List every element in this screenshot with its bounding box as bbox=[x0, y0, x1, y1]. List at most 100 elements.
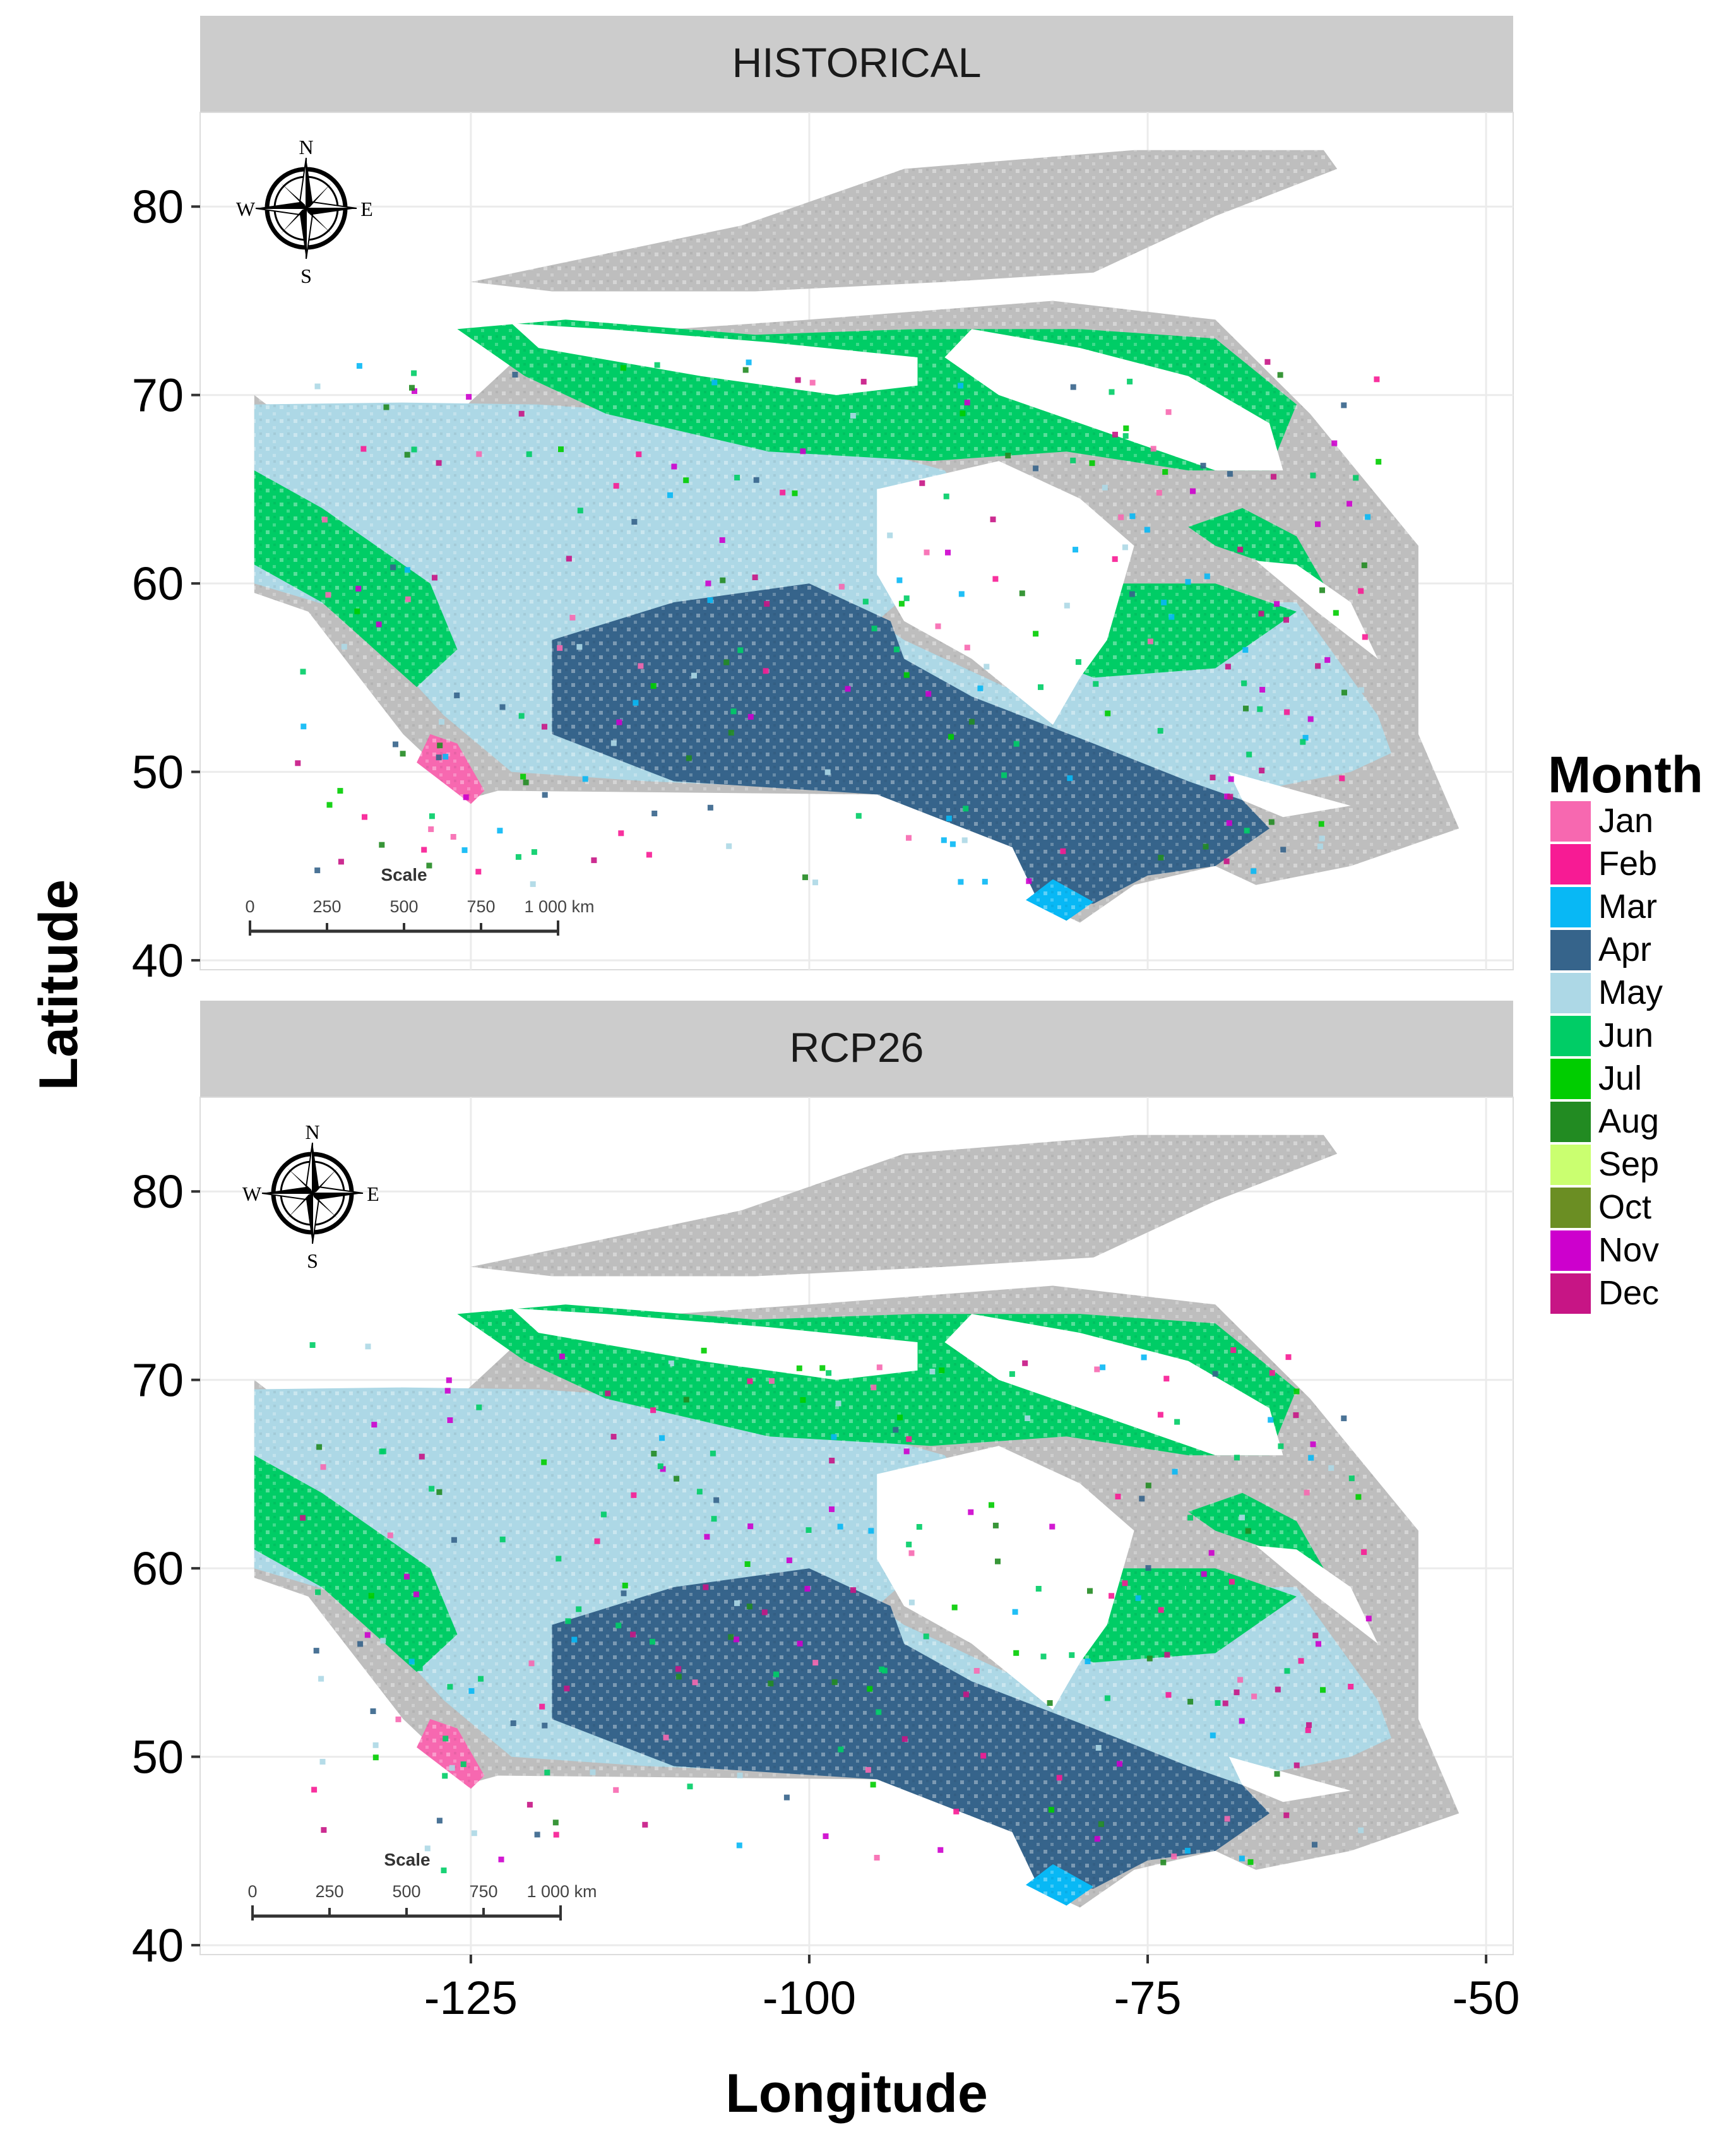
map-cell bbox=[544, 1770, 550, 1776]
map-cell bbox=[953, 1808, 960, 1814]
map-cell bbox=[1049, 1523, 1055, 1530]
map-cell bbox=[1280, 847, 1287, 853]
map-cell bbox=[597, 605, 603, 612]
map-region-texture bbox=[552, 583, 1269, 904]
map-cell bbox=[860, 379, 867, 385]
map-cell bbox=[819, 1365, 826, 1371]
scale-bar-title: Scale bbox=[381, 865, 427, 884]
map-cell bbox=[990, 516, 996, 523]
map-cell bbox=[444, 1388, 451, 1394]
map-cell bbox=[311, 1787, 318, 1793]
map-cell bbox=[906, 835, 912, 841]
map-cell bbox=[1306, 1722, 1312, 1728]
compass-rose-needles-icon bbox=[261, 1142, 364, 1244]
map-cell bbox=[1239, 1718, 1245, 1724]
map-cell bbox=[964, 645, 970, 651]
map-cell bbox=[1174, 1419, 1180, 1425]
map-cell bbox=[1105, 710, 1111, 717]
map-cell bbox=[769, 1378, 775, 1384]
map-cell bbox=[320, 1464, 326, 1470]
map-cell bbox=[1315, 663, 1321, 669]
map-region-texture bbox=[1026, 879, 1094, 921]
map-cell bbox=[295, 760, 301, 766]
map-cell bbox=[958, 591, 965, 597]
map-cell bbox=[419, 1453, 425, 1460]
legend-label-jul: Jul bbox=[1598, 1059, 1642, 1097]
map-cell bbox=[734, 1600, 740, 1606]
y-tick-label: 40 bbox=[132, 1919, 184, 1972]
map-region-texture bbox=[417, 1718, 485, 1789]
map-cell bbox=[1168, 614, 1175, 620]
map-cell bbox=[354, 608, 360, 614]
map-cell bbox=[1115, 1494, 1121, 1499]
map-cell bbox=[1241, 680, 1247, 686]
map-cell bbox=[1203, 843, 1209, 850]
map-cell bbox=[618, 830, 624, 837]
map-cell bbox=[651, 811, 658, 816]
map-cell bbox=[432, 575, 437, 581]
canada-map bbox=[254, 150, 1460, 923]
map-cell bbox=[871, 626, 877, 631]
map-cell bbox=[943, 493, 949, 499]
map-region-texture bbox=[254, 1455, 458, 1672]
map-cell bbox=[786, 1557, 792, 1563]
map-cell bbox=[620, 365, 626, 371]
map-cell bbox=[1365, 1616, 1372, 1622]
legend-swatch-sep bbox=[1549, 1143, 1592, 1186]
map-cell bbox=[594, 1538, 600, 1544]
map-cell bbox=[1223, 858, 1230, 864]
map-cell bbox=[1163, 1376, 1170, 1382]
map-cell bbox=[565, 1618, 571, 1624]
map-cell bbox=[408, 1659, 415, 1665]
map-cell bbox=[1348, 1475, 1355, 1482]
scale-bar: Scale 0 250 500 750 1 000 km bbox=[245, 865, 595, 936]
map-cell bbox=[964, 400, 970, 406]
map-cell bbox=[605, 1390, 611, 1397]
map-cell bbox=[686, 755, 692, 761]
legend-swatch-jun bbox=[1549, 1015, 1592, 1057]
map-cell bbox=[1251, 868, 1257, 874]
facet-strip bbox=[200, 16, 1513, 112]
map-cell bbox=[1293, 1388, 1300, 1395]
map-cell bbox=[376, 621, 382, 628]
map-cell bbox=[526, 1802, 533, 1808]
map-cell bbox=[1127, 378, 1133, 384]
map-cell bbox=[802, 874, 808, 881]
map-cell bbox=[556, 1556, 562, 1562]
facet-strip-title: HISTORICAL bbox=[732, 39, 982, 86]
map-cell bbox=[309, 1342, 316, 1348]
map-cell bbox=[963, 1691, 969, 1698]
map-cell bbox=[958, 383, 964, 389]
map-cell bbox=[442, 1773, 448, 1779]
map-cell bbox=[687, 1784, 693, 1790]
map-cell bbox=[768, 1681, 774, 1687]
map-cell bbox=[372, 1742, 379, 1748]
map-cell bbox=[823, 1833, 829, 1839]
map-cell bbox=[1122, 433, 1129, 439]
map-cell bbox=[300, 724, 307, 730]
map-cell bbox=[862, 599, 869, 605]
map-cell bbox=[1087, 1588, 1093, 1594]
legend-label-mar: Mar bbox=[1598, 888, 1657, 926]
map-cell bbox=[557, 645, 563, 651]
map-cell bbox=[1056, 1775, 1062, 1781]
x-tick-label: -50 bbox=[1453, 1972, 1520, 2024]
legend-label-dec: Dec bbox=[1598, 1274, 1659, 1312]
map-cell bbox=[460, 1761, 467, 1767]
map-cell bbox=[1156, 490, 1162, 496]
map-cell bbox=[613, 483, 619, 489]
map-cell bbox=[1035, 1586, 1042, 1592]
map-cell bbox=[785, 1393, 791, 1399]
map-cell bbox=[1070, 457, 1076, 463]
map-cell bbox=[1271, 473, 1276, 480]
map-cell bbox=[461, 847, 468, 854]
map-cell bbox=[1012, 1609, 1018, 1615]
map-cell bbox=[939, 1367, 945, 1374]
map-cell bbox=[1112, 556, 1118, 563]
map-cell bbox=[654, 362, 660, 368]
map-cell bbox=[1237, 1677, 1244, 1683]
map-cell bbox=[663, 1734, 669, 1741]
map-cell bbox=[466, 394, 472, 400]
map-cell bbox=[797, 1640, 803, 1647]
map-cell bbox=[675, 1666, 681, 1672]
